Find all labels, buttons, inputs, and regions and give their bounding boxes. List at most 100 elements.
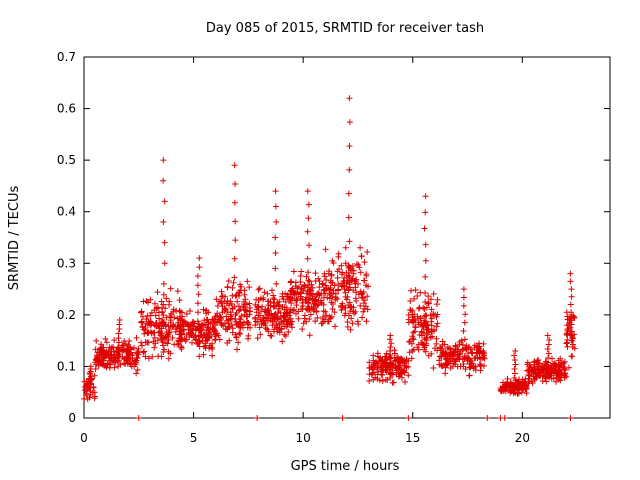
data-point [455,353,462,360]
data-point [163,295,170,302]
data-point [391,347,398,354]
data-point [375,353,382,360]
data-point [350,270,357,277]
data-point [338,262,345,269]
data-point [233,291,240,298]
data-point [353,261,360,268]
data-point [222,306,229,313]
data-point [439,341,446,348]
data-point [159,318,166,325]
data-point [293,302,300,309]
data-point [160,280,167,287]
data-point [545,364,552,371]
data-point [314,314,321,321]
data-point [265,311,272,318]
data-point [135,415,142,421]
data-point [262,308,269,315]
data-point [158,298,165,305]
data-point [217,314,224,321]
data-point [115,330,122,337]
data-point [219,309,226,316]
data-point [134,349,141,356]
data-point [233,346,240,353]
data-point [452,361,459,368]
data-point [442,351,449,358]
data-point [276,329,283,336]
data-point [126,337,133,344]
data-point [194,282,201,289]
data-point [299,306,306,313]
x-axis: 0 5 10 15 20 [80,57,530,445]
data-point [525,375,532,382]
data-point [149,353,156,360]
data-point [359,290,366,297]
data-point [328,313,335,320]
data-point [195,291,202,298]
data-point [278,325,285,332]
data-point [438,353,445,360]
data-point [176,297,183,304]
data-point [348,315,355,322]
data-point [460,363,467,370]
data-point [569,353,576,360]
data-point [327,277,334,284]
data-point [227,316,234,323]
data-point [374,375,381,382]
data-point [433,301,440,308]
data-point [152,312,159,319]
data-point [545,350,552,357]
data-point [196,327,203,334]
data-point [151,334,158,341]
data-point [312,270,319,277]
data-point [244,278,251,285]
data-point [212,313,219,320]
data-point [226,337,233,344]
data-point [164,340,171,347]
data-point [357,302,364,309]
data-point [569,335,576,342]
data-point [100,352,107,359]
data-point [274,326,281,333]
data-point [430,365,437,372]
data-point [271,296,278,303]
data-point [421,306,428,313]
data-point [508,388,515,395]
data-point [321,273,328,280]
data-point [459,347,466,354]
data-point [131,344,138,351]
data-point [186,329,193,336]
data-point [126,350,133,357]
data-point [355,262,362,269]
data-point [422,289,429,296]
data-point [512,379,519,386]
data-point [414,292,421,299]
data-point [236,330,243,337]
data-point [194,300,201,307]
data-point [361,259,368,266]
data-point [133,334,140,341]
data-point [344,319,351,326]
data-point [128,360,135,367]
data-point [141,348,148,355]
data-point [428,315,435,322]
data-point [287,309,294,316]
data-point [544,332,551,339]
data-point [525,367,532,374]
data-point [202,307,209,314]
y-tick-label: 0.7 [57,50,76,64]
data-point [252,301,259,308]
data-point [232,218,239,225]
data-point [150,338,157,345]
data-point [469,350,476,357]
data-point [471,342,478,349]
data-point [346,119,353,126]
data-point [393,371,400,378]
data-point [528,369,535,376]
data-point [264,290,271,297]
data-point [270,292,277,299]
data-point [143,316,150,323]
data-point [194,273,201,280]
data-point [301,315,308,322]
data-point [144,339,151,346]
data-point [415,305,422,312]
